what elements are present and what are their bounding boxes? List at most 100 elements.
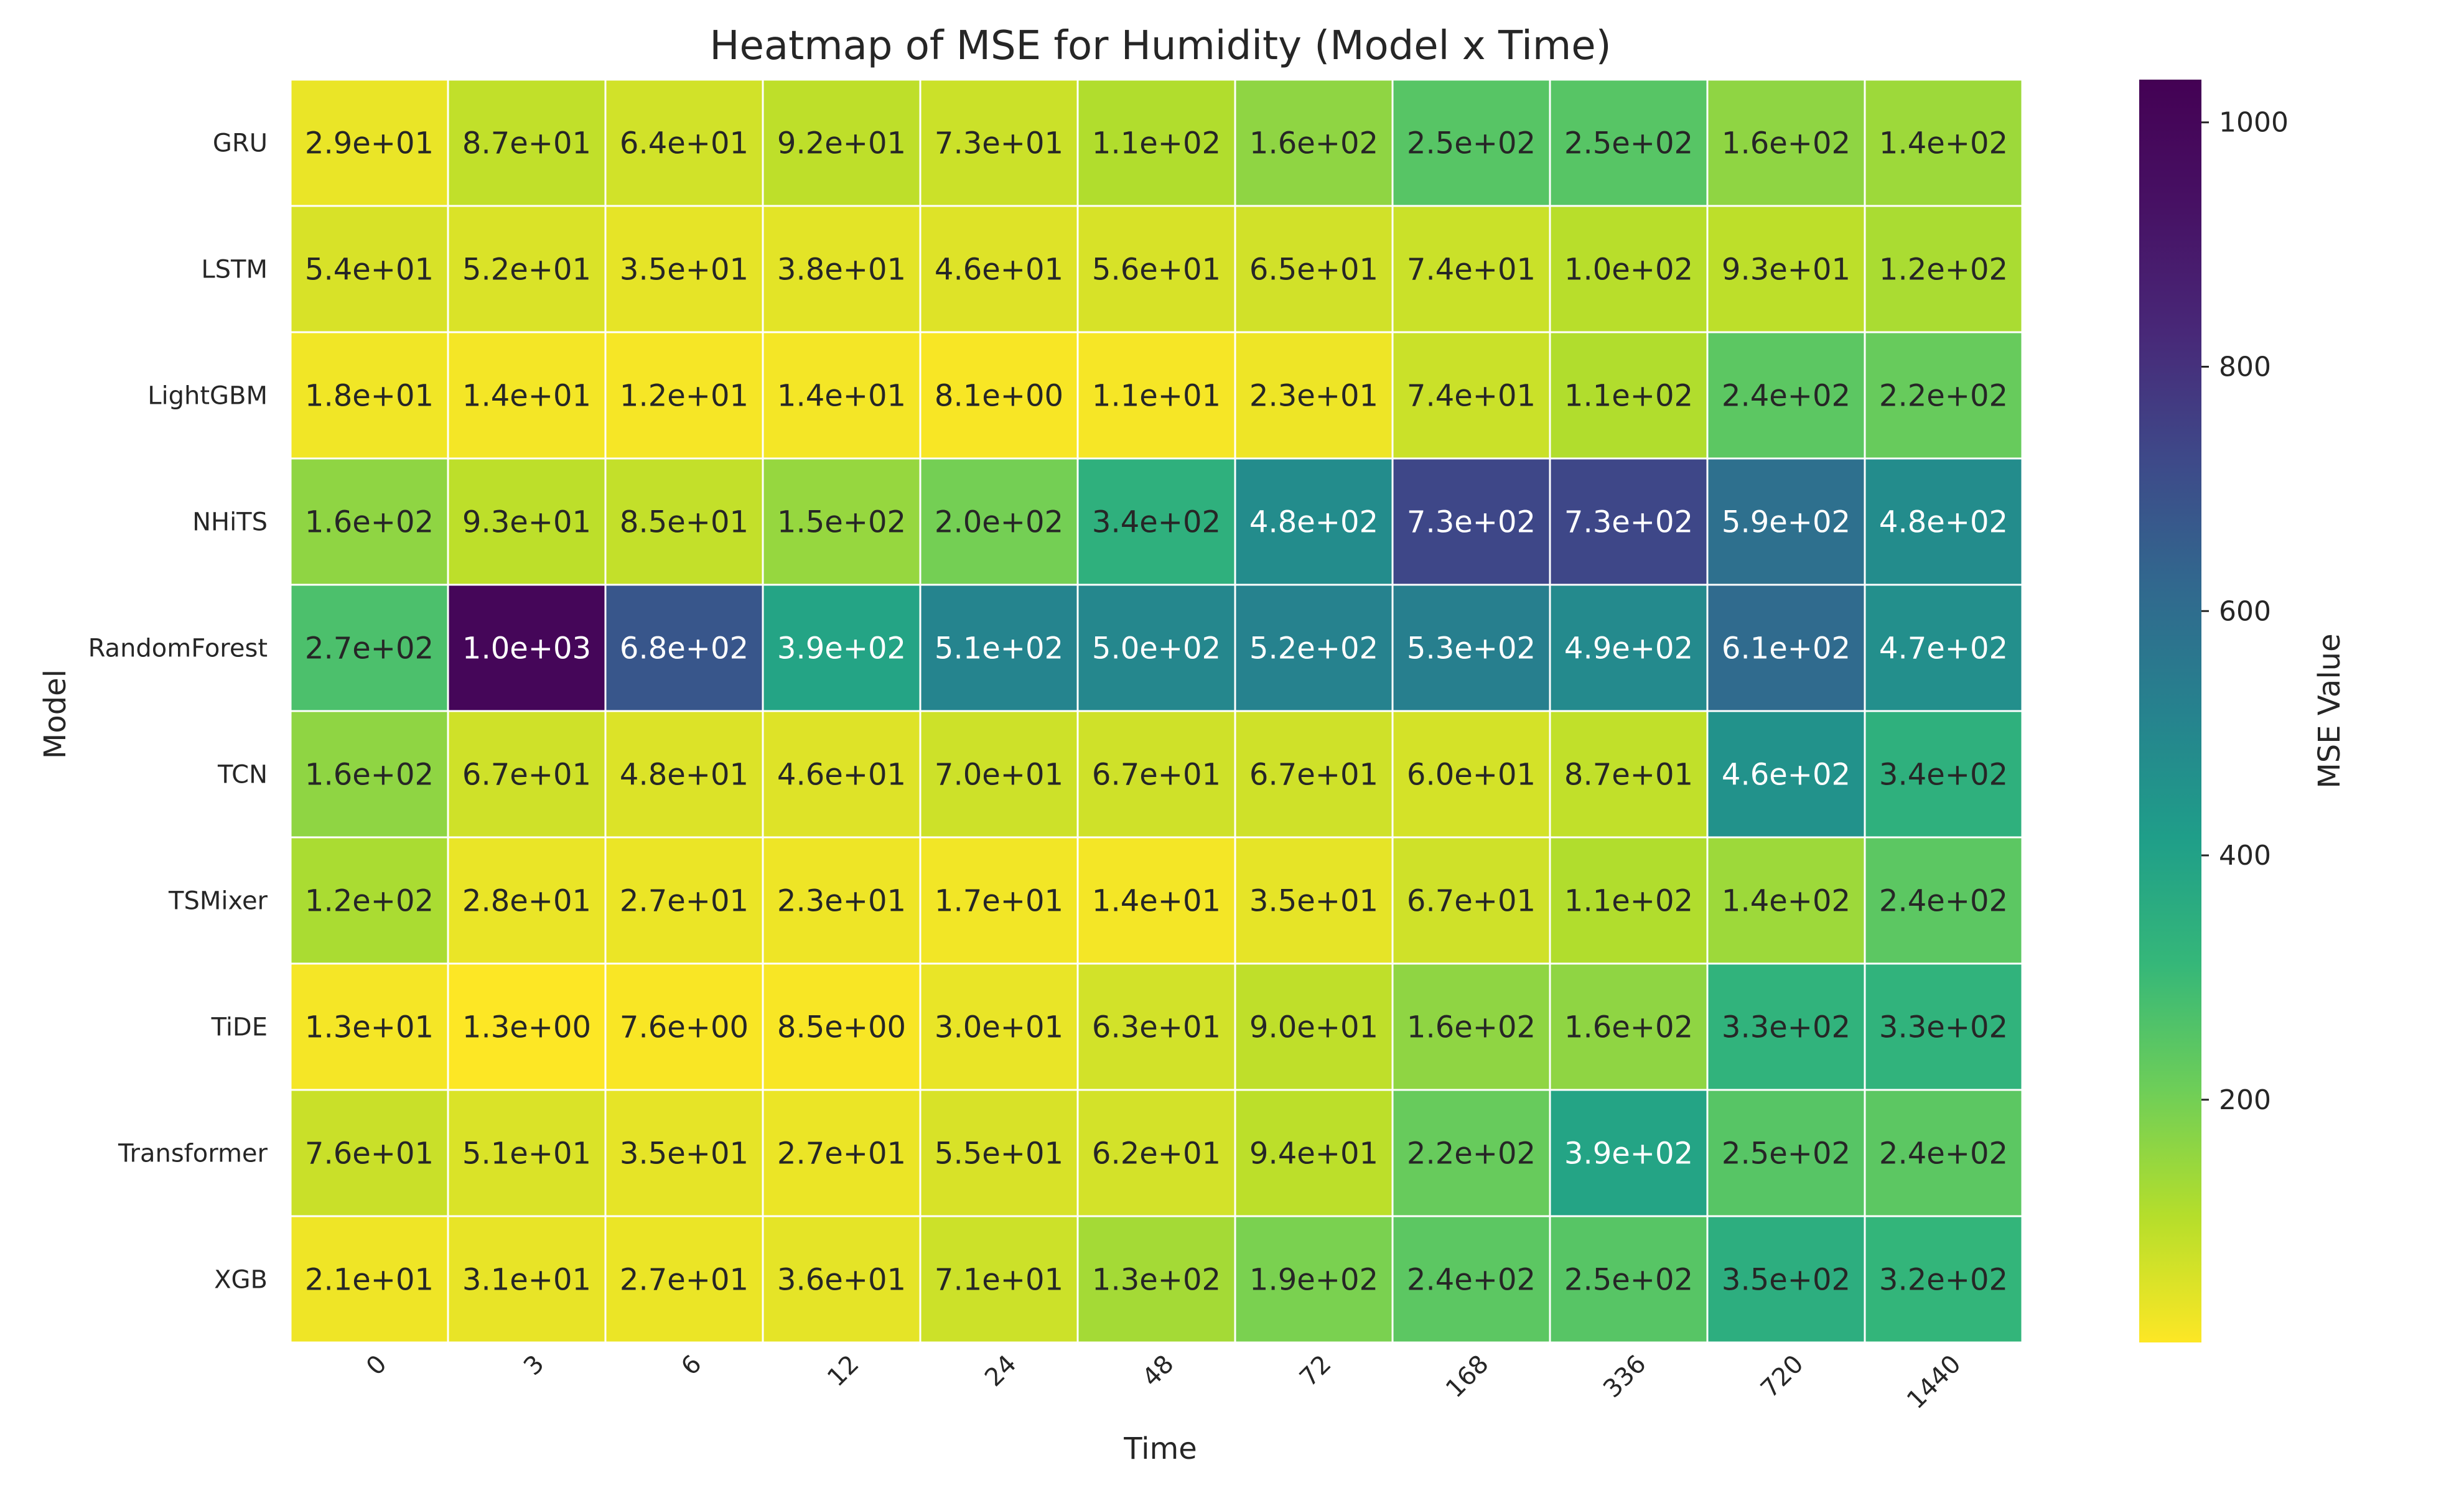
column-tick-label: 1440	[1902, 1350, 1967, 1415]
heatmap-cell	[1234, 457, 1394, 586]
heatmap-cell	[1076, 584, 1236, 712]
cell-value-label: 1.5e+02	[777, 505, 906, 540]
column-tick-label: 0	[361, 1350, 393, 1382]
heatmap-cell	[919, 457, 1079, 586]
heatmap-cell	[1549, 331, 1709, 460]
heatmap-cell	[1234, 962, 1394, 1091]
cell-value-label: 6.7e+01	[462, 758, 591, 793]
heatmap-cell	[1076, 1215, 1236, 1344]
heatmap-cell	[447, 205, 607, 333]
cell-value-label: 3.9e+02	[777, 631, 906, 666]
cell-value-label: 2.5e+02	[1564, 1263, 1693, 1298]
heatmap-cell	[919, 1215, 1079, 1344]
y-axis-label: Model	[38, 669, 73, 759]
row-tick-label: NHiTS	[192, 508, 268, 537]
cell-value-label: 7.4e+01	[1407, 253, 1536, 287]
cell-value-label: 3.2e+02	[1879, 1263, 2008, 1298]
colorbar-label: MSE Value	[2312, 633, 2347, 788]
cell-value-label: 1.6e+02	[1249, 126, 1378, 161]
column-tick-label: 168	[1440, 1350, 1495, 1404]
cell-value-label: 1.1e+02	[1092, 126, 1221, 161]
heatmap-cell	[289, 205, 449, 333]
heatmap-cell	[1864, 836, 2023, 965]
heatmap-cell	[762, 1089, 922, 1217]
row-tick-label: Transformer	[118, 1140, 268, 1168]
cell-value-label: 1.4e+01	[462, 379, 591, 414]
cell-value-label: 1.6e+02	[305, 505, 434, 540]
heatmap-cell	[447, 78, 607, 207]
cell-value-label: 1.9e+02	[1249, 1263, 1378, 1298]
cell-value-label: 6.5e+01	[1249, 253, 1378, 287]
cell-value-label: 4.8e+01	[620, 758, 749, 793]
heatmap-cell	[1864, 584, 2023, 712]
cell-value-label: 6.8e+02	[620, 631, 749, 666]
cell-value-label: 5.6e+01	[1092, 253, 1221, 287]
cell-value-label: 5.0e+02	[1092, 631, 1221, 666]
heatmap-cell	[1706, 1215, 1866, 1344]
cell-value-label: 6.2e+01	[1092, 1137, 1221, 1171]
heatmap-cell	[447, 584, 607, 712]
heatmap-cell	[1391, 205, 1551, 333]
cell-value-label: 2.7e+01	[777, 1137, 906, 1171]
cell-value-label: 2.2e+02	[1879, 379, 2008, 414]
column-tick-label: 720	[1755, 1350, 1809, 1404]
heatmap-cell	[1391, 836, 1551, 965]
cell-value-label: 1.4e+01	[777, 379, 906, 414]
column-tick-labels: 0 3 6 12 24 48 72 168 336 720 1440	[361, 1350, 1967, 1415]
heatmap-cell	[1864, 962, 2023, 1091]
cell-value-label: 5.5e+01	[935, 1137, 1063, 1171]
heatmap-cell	[1549, 710, 1709, 839]
cell-value-label: 3.5e+01	[620, 253, 749, 287]
colorbar-tick-label: 200	[2219, 1084, 2271, 1116]
heatmap-cell	[1391, 1089, 1551, 1217]
x-axis-label: Time	[1123, 1431, 1197, 1466]
heatmap-cell	[1076, 962, 1236, 1091]
column-tick-label: 48	[1137, 1350, 1180, 1393]
cell-value-label: 1.4e+02	[1879, 126, 2008, 161]
row-tick-label: LSTM	[201, 256, 268, 284]
cell-value-label: 5.2e+01	[462, 253, 591, 287]
heatmap-cell	[762, 1215, 922, 1344]
column-tick-label: 72	[1294, 1350, 1337, 1393]
heatmap-cell	[762, 836, 922, 965]
cell-value-label: 6.7e+01	[1092, 758, 1221, 793]
heatmap-cell	[919, 584, 1079, 712]
heatmap-cell	[1076, 78, 1236, 207]
cell-value-label: 2.2e+02	[1407, 1137, 1536, 1171]
colorbar: 200 400 600 800 1000 MSE Value	[2139, 80, 2347, 1342]
heatmap-cell	[604, 1215, 764, 1344]
heatmap-cell	[1864, 1089, 2023, 1217]
cell-value-label: 2.7e+02	[305, 631, 434, 666]
heatmap-cell	[1864, 205, 2023, 333]
cell-value-label: 3.0e+01	[935, 1010, 1063, 1045]
cell-value-label: 1.7e+01	[935, 884, 1063, 919]
heatmap-cell	[762, 710, 922, 839]
cell-value-label: 7.3e+02	[1564, 505, 1693, 540]
heatmap-cell	[604, 457, 764, 586]
heatmap-cells: 2.9e+01 8.7e+01 6.4e+01 9.2e+01 7.3e+01 1.1e+…	[289, 78, 2023, 1344]
heatmap-cell	[447, 457, 607, 586]
cell-value-label: 2.5e+02	[1564, 126, 1693, 161]
heatmap-cell	[1706, 205, 1866, 333]
cell-value-label: 9.4e+01	[1249, 1137, 1378, 1171]
heatmap-cell	[1706, 836, 1866, 965]
cell-value-label: 7.0e+01	[935, 758, 1063, 793]
cell-value-label: 4.7e+02	[1879, 631, 2008, 666]
cell-value-label: 1.6e+02	[305, 758, 434, 793]
heatmap-cell	[1076, 710, 1236, 839]
heatmap-cell	[289, 836, 449, 965]
row-tick-label: LightGBM	[147, 382, 268, 411]
heatmap-cell	[1706, 78, 1866, 207]
heatmap-cell	[762, 584, 922, 712]
heatmap-cell	[289, 78, 449, 207]
heatmap-cell	[1234, 836, 1394, 965]
cell-value-label: 3.3e+02	[1722, 1010, 1850, 1045]
heatmap-cell	[1076, 331, 1236, 460]
cell-value-label: 3.1e+01	[462, 1263, 591, 1298]
heatmap-cell	[919, 962, 1079, 1091]
cell-value-label: 1.1e+02	[1564, 379, 1693, 414]
cell-value-label: 5.1e+02	[935, 631, 1063, 666]
cell-value-label: 2.4e+02	[1722, 379, 1850, 414]
cell-value-label: 6.3e+01	[1092, 1010, 1221, 1045]
